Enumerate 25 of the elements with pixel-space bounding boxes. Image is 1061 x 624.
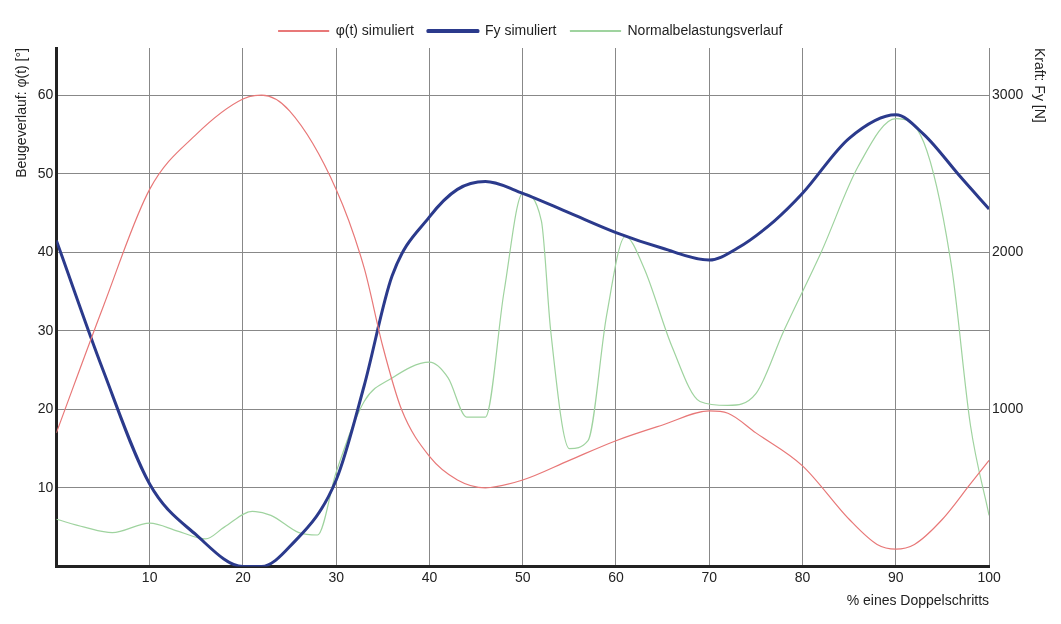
y-axis-title: Beugeverlauf: φ(t) [°]: [13, 48, 30, 178]
legend-label: φ(t) simuliert: [335, 21, 415, 38]
x-tick-label: 80: [794, 568, 811, 585]
x-tick-label: 30: [328, 568, 345, 585]
x-tick-label: 60: [608, 568, 624, 585]
y2-axis-title: Kraft: Fy [N]: [1031, 48, 1048, 123]
x-tick-label: 20: [235, 568, 251, 585]
y-tick-label: 10: [37, 478, 54, 495]
x-axis-title: % eines Doppelschritts: [846, 592, 990, 609]
y-tick-label: 60: [37, 85, 54, 102]
x-tick-label: 40: [421, 568, 438, 585]
y2-tick-label: 3000: [992, 85, 1024, 102]
y2-tick-label: 2000: [992, 243, 1024, 260]
y-tick-label: 30: [37, 321, 54, 338]
x-tick-label: 100: [977, 568, 1001, 585]
x-tick-label: 90: [888, 568, 904, 585]
x-tick-label: 50: [514, 568, 531, 585]
y2-tick-label: 1000: [992, 400, 1024, 417]
x-tick-label: 10: [141, 568, 158, 585]
y-tick-label: 40: [37, 243, 54, 260]
legend-label: Normalbelastungsverlauf: [627, 21, 783, 38]
x-tick-label: 70: [701, 568, 718, 585]
y-tick-label: 50: [37, 164, 54, 181]
y-tick-label: 20: [37, 400, 54, 417]
legend-label: Fy simuliert: [484, 21, 557, 38]
